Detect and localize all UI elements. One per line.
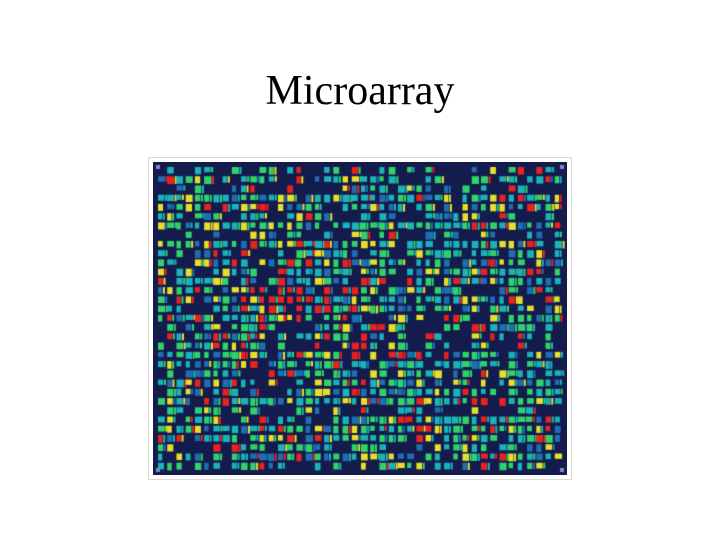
slide-title: Microarray xyxy=(265,68,455,114)
microarray-image xyxy=(148,157,572,480)
microarray-spot-grid xyxy=(153,162,567,475)
